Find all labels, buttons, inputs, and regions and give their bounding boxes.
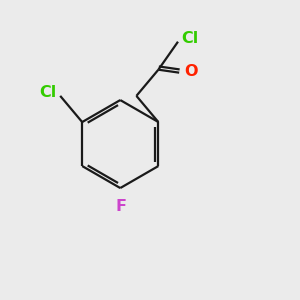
Text: Cl: Cl (39, 85, 57, 100)
Text: Cl: Cl (182, 31, 199, 46)
Text: O: O (184, 64, 197, 79)
Text: F: F (116, 199, 126, 214)
